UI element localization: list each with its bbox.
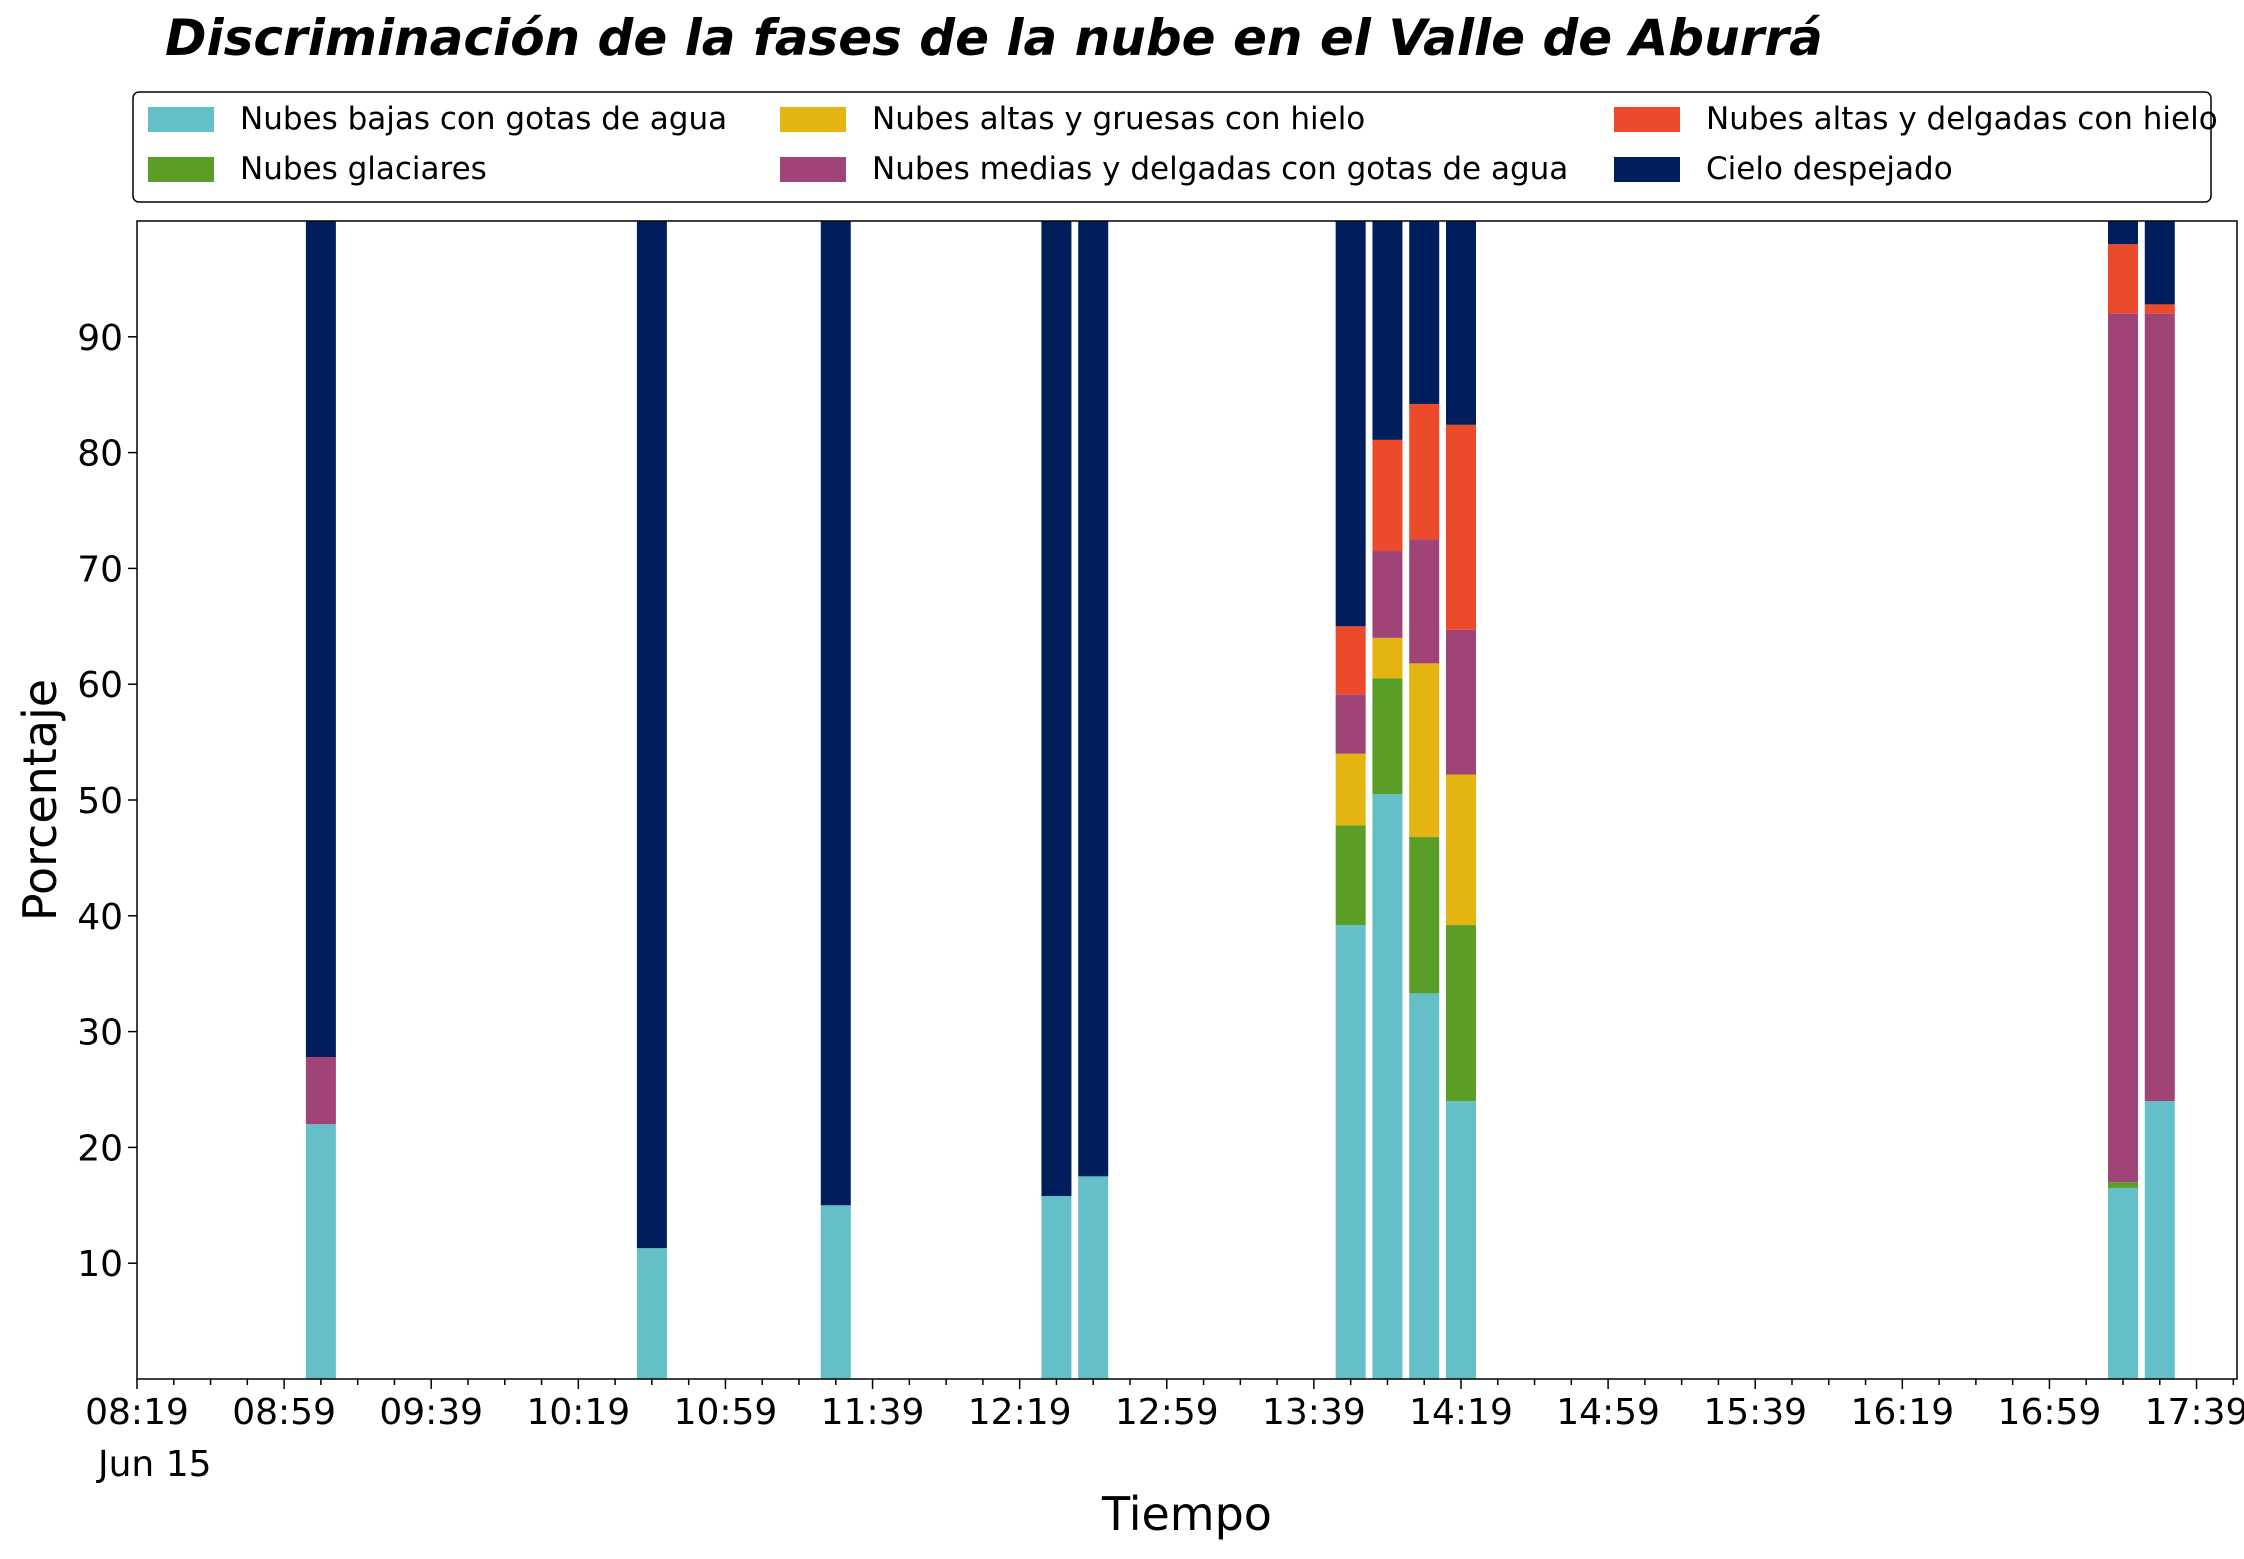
bar-segment bbox=[1445, 221, 1476, 425]
x-axis: 08:19 08:59 09:39 10:19 10:59 11:39 12:19 12:59… bbox=[85, 1379, 2244, 1433]
bar-segment bbox=[2107, 313, 2138, 1183]
y-axis-label: Porcentaje bbox=[13, 679, 67, 921]
legend-label: Nubes altas y gruesas con hielo bbox=[872, 101, 1365, 137]
legend-label: Cielo despejado bbox=[1706, 151, 1953, 187]
bar-segment bbox=[1335, 825, 1366, 926]
x-tick-label: 13:39 bbox=[1262, 1392, 1366, 1433]
bar-segment bbox=[2144, 304, 2175, 314]
bar-segment bbox=[305, 1057, 336, 1125]
bar-segment bbox=[1445, 925, 1476, 1102]
x-tick-label: 08:19 bbox=[85, 1392, 189, 1433]
legend: Nubes bajas con gotas de agua Nubes glaci… bbox=[132, 91, 2218, 203]
x-tick-label: 12:59 bbox=[1115, 1392, 1219, 1433]
bar-segment bbox=[2107, 1187, 2138, 1379]
bar-segment bbox=[2144, 313, 2175, 1102]
y-tick-label: 60 bbox=[77, 665, 123, 706]
legend-label: Nubes medias y delgadas con gotas de agu… bbox=[872, 151, 1568, 187]
bar-segment bbox=[305, 1124, 336, 1379]
bar-segment bbox=[1372, 439, 1403, 552]
x-tick-label: 16:59 bbox=[1998, 1392, 2102, 1433]
x-tick-label: 09:39 bbox=[379, 1392, 483, 1433]
legend-swatch bbox=[780, 107, 846, 132]
x-tick-label: 17:39 bbox=[2145, 1392, 2244, 1433]
bar-segment bbox=[2107, 244, 2138, 314]
x-tick-label: 12:19 bbox=[968, 1392, 1072, 1433]
bar-segment bbox=[1372, 794, 1403, 1379]
x-tick-label: 15:39 bbox=[1703, 1392, 1807, 1433]
y-tick-label: 80 bbox=[77, 434, 123, 475]
bar-segment bbox=[1445, 1101, 1476, 1379]
legend-swatch bbox=[1614, 157, 1680, 182]
x-tick-label: 10:19 bbox=[526, 1392, 630, 1433]
legend-swatch bbox=[780, 157, 846, 182]
legend-label: Nubes altas y delgadas con hielo bbox=[1706, 101, 2218, 137]
bar-segment bbox=[820, 1205, 851, 1379]
legend-swatch bbox=[148, 107, 214, 132]
bar-segment bbox=[2144, 1101, 2175, 1379]
legend-label: Nubes glaciares bbox=[240, 151, 487, 187]
chart-title: Discriminación de la fases de la nube en… bbox=[165, 9, 1823, 67]
bar-segment bbox=[1078, 1176, 1109, 1379]
y-tick-label: 30 bbox=[77, 1013, 123, 1054]
bar-segment bbox=[1409, 663, 1440, 838]
bar-segment bbox=[1372, 637, 1403, 679]
bar-segment bbox=[2107, 1182, 2138, 1188]
x-tick-label: 10:59 bbox=[674, 1392, 778, 1433]
bar-segment bbox=[1041, 1196, 1072, 1379]
x-tick-label: 14:19 bbox=[1409, 1392, 1513, 1433]
y-tick-label: 40 bbox=[77, 897, 123, 938]
bar-segment bbox=[1445, 424, 1476, 630]
bar-segment bbox=[1409, 837, 1440, 994]
bar-segment bbox=[1445, 629, 1476, 775]
x-tick-label: 08:59 bbox=[232, 1392, 336, 1433]
legend-label: Nubes bajas con gotas de agua bbox=[240, 101, 727, 137]
legend-swatch bbox=[148, 157, 214, 182]
y-axis: 10 20 30 40 50 60 70 80 90 bbox=[77, 318, 137, 1285]
x-axis-label: Tiempo bbox=[1101, 1487, 1272, 1541]
bar-segment bbox=[1335, 753, 1366, 826]
x-tick-label: 16:19 bbox=[1850, 1392, 1954, 1433]
bar-segment bbox=[1041, 221, 1072, 1197]
bar-segment bbox=[2144, 221, 2175, 305]
bar-segment bbox=[1409, 221, 1440, 404]
legend-frame bbox=[132, 91, 2212, 203]
plot-frame bbox=[136, 220, 2238, 1380]
bar-segment bbox=[1335, 694, 1366, 754]
bar-segment bbox=[1372, 551, 1403, 638]
y-tick-label: 90 bbox=[77, 318, 123, 359]
x-tick-label: 11:39 bbox=[821, 1392, 925, 1433]
y-tick-label: 70 bbox=[77, 549, 123, 590]
bars bbox=[305, 221, 2175, 1379]
bar-segment bbox=[1335, 221, 1366, 627]
bar-segment bbox=[305, 221, 336, 1058]
bar-segment bbox=[1409, 539, 1440, 664]
x-date-label: Jun 15 bbox=[96, 1444, 212, 1485]
legend-swatch bbox=[1614, 107, 1680, 132]
bar-segment bbox=[636, 1248, 667, 1379]
bar-segment bbox=[1335, 925, 1366, 1379]
bar-segment bbox=[2107, 221, 2138, 245]
bar-segment bbox=[1409, 403, 1440, 540]
x-tick-label: 14:59 bbox=[1556, 1392, 1660, 1433]
y-tick-label: 20 bbox=[77, 1128, 123, 1169]
y-tick-label: 10 bbox=[77, 1244, 123, 1285]
bar-segment bbox=[1078, 221, 1109, 1177]
bar-segment bbox=[1445, 774, 1476, 926]
bar-segment bbox=[636, 221, 667, 1249]
bar-segment bbox=[1335, 626, 1366, 695]
bar-segment bbox=[1409, 993, 1440, 1379]
bar-segment bbox=[1372, 221, 1403, 440]
y-tick-label: 50 bbox=[77, 781, 123, 822]
bar-segment bbox=[820, 221, 851, 1206]
bar-segment bbox=[1372, 678, 1403, 795]
